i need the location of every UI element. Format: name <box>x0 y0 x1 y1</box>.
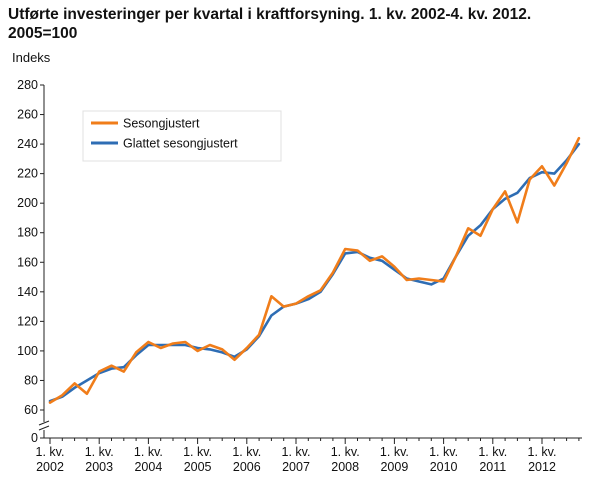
legend: Sesongjustert Glattet sesongjustert <box>82 110 282 162</box>
axis-break-mark <box>38 420 50 426</box>
y-tick-label: 280 <box>17 78 38 92</box>
x-tick-label: 1. kv. <box>85 445 114 459</box>
x-tick-label: 2002 <box>36 460 64 474</box>
x-tick-label: 1. kv. <box>134 445 163 459</box>
x-tick-label: 2008 <box>331 460 359 474</box>
x-tick-label: 1. kv. <box>232 445 261 459</box>
x-tick-label: 2006 <box>233 460 261 474</box>
chart-title: Utførte investeringer per kvartal i kraf… <box>8 6 532 42</box>
x-tick-label: 2010 <box>430 460 458 474</box>
x-tick-label: 1. kv. <box>183 445 212 459</box>
x-tick-label: 2007 <box>282 460 310 474</box>
x-tick-label: 1. kv. <box>429 445 458 459</box>
y-tick-label: 0 <box>31 431 38 445</box>
y-tick-label: 100 <box>17 344 38 358</box>
y-axis-ticks: 0 60 80 100 120 140 160 180 200 220 240 260 280 <box>17 78 44 445</box>
series-line-sesongjustert <box>48 136 581 404</box>
x-tick-label: 1. kv. <box>36 445 65 459</box>
x-tick-label: 2004 <box>134 460 162 474</box>
y-tick-label: 120 <box>17 314 38 328</box>
y-tick-label: 80 <box>24 373 38 387</box>
axis-break-gap <box>41 422 47 430</box>
x-tick-label: 1. kv. <box>331 445 360 459</box>
x-tick-label: 1. kv. <box>380 445 409 459</box>
y-tick-label: 160 <box>17 255 38 269</box>
legend-label: Glattet sesongjustert <box>123 137 238 151</box>
y-tick-label: 140 <box>17 285 38 299</box>
y-tick-label: 60 <box>24 403 38 417</box>
y-tick-label: 180 <box>17 226 38 240</box>
x-tick-label: 1. kv. <box>282 445 311 459</box>
series-lines <box>48 136 581 404</box>
x-tick-label: 1. kv. <box>478 445 507 459</box>
x-tick-label: 2005 <box>184 460 212 474</box>
x-tick-label: 2003 <box>85 460 113 474</box>
y-axis-label: Indeks <box>12 50 51 65</box>
x-tick-label: 2011 <box>479 460 506 474</box>
legend-label: Sesongjustert <box>123 117 200 131</box>
axis-break-mark <box>38 425 50 431</box>
x-tick-label: 1. kv. <box>528 445 557 459</box>
legend-box <box>82 110 282 162</box>
y-tick-label: 260 <box>17 108 38 122</box>
x-tick-label: 2012 <box>528 460 556 474</box>
x-tick-label: 2009 <box>380 460 408 474</box>
y-tick-label: 240 <box>17 137 38 151</box>
y-tick-label: 200 <box>17 196 38 210</box>
y-tick-label: 220 <box>17 167 38 181</box>
